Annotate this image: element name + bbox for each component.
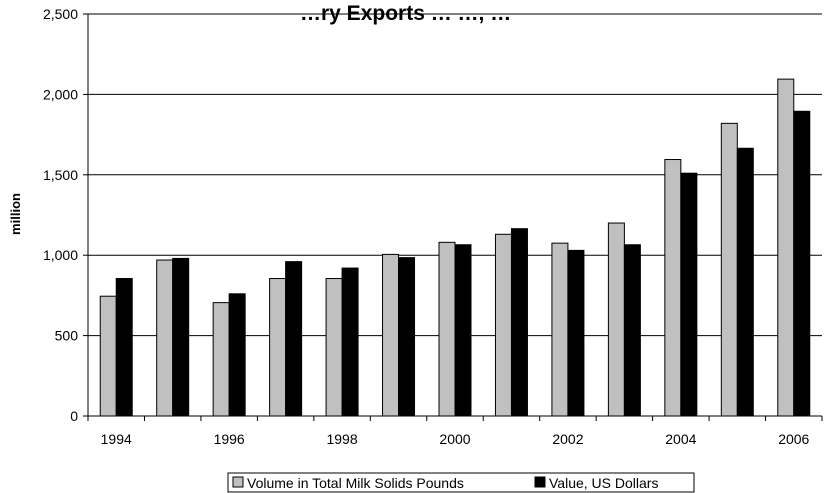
- x-tick-label: 2002: [552, 431, 583, 447]
- legend: Volume in Total Milk Solids Pounds Value…: [227, 472, 695, 493]
- bar-volume: [494, 233, 512, 417]
- legend-swatch-value: [534, 476, 546, 488]
- x-tick-label: 1996: [214, 431, 245, 447]
- bar-volume: [156, 259, 174, 417]
- legend-label-value: Value, US Dollars: [549, 475, 658, 491]
- bar-volume: [777, 78, 795, 417]
- bar-volume: [382, 253, 400, 417]
- y-tick-label: 1,500: [43, 167, 78, 183]
- y-tick-label: 1,000: [43, 247, 78, 263]
- y-tick-label: 2,000: [43, 86, 78, 102]
- bar-volume: [99, 295, 117, 417]
- x-tick-label: 1998: [326, 431, 357, 447]
- x-tick-label: 1994: [101, 431, 132, 447]
- bar-volume: [438, 241, 456, 417]
- bar-value: [398, 257, 416, 417]
- bar-value: [115, 278, 133, 417]
- x-axis-ticks: 1994 1996 1998 2000 2002 2004 2006: [87, 416, 823, 447]
- bar-value: [793, 110, 811, 417]
- bar-volume: [551, 242, 569, 417]
- bar-volume: [720, 122, 738, 417]
- legend-label-volume: Volume in Total Milk Solids Pounds: [247, 475, 464, 491]
- y-axis-ticks: 0 500 1,000 1,500 2,000 2,500: [43, 6, 88, 424]
- bar-value: [341, 267, 359, 417]
- bar-volume: [269, 278, 287, 417]
- bar-value: [285, 261, 303, 417]
- y-tick-label: 500: [55, 328, 79, 344]
- bar-volume: [212, 302, 230, 417]
- axes: [87, 14, 822, 417]
- bar-volume: [607, 222, 625, 417]
- bar-value: [172, 257, 190, 417]
- y-tick-label: 0: [70, 408, 78, 424]
- x-tick-label: 2004: [665, 431, 696, 447]
- bar-value: [567, 249, 585, 417]
- y-tick-label: 2,500: [43, 6, 78, 22]
- bar-value: [736, 147, 754, 417]
- legend-swatch-volume: [232, 476, 244, 488]
- bars: [99, 78, 811, 417]
- bar-value: [680, 172, 698, 417]
- bar-value: [454, 244, 472, 417]
- bar-volume: [325, 278, 343, 417]
- bar-volume: [664, 159, 682, 417]
- legend-box: [227, 472, 695, 493]
- bar-value: [623, 244, 641, 417]
- x-tick-label: 2000: [439, 431, 470, 447]
- bar-value: [510, 228, 528, 417]
- x-tick-label: 2006: [778, 431, 809, 447]
- y-axis-label: million: [8, 193, 23, 235]
- bar-value: [228, 293, 246, 417]
